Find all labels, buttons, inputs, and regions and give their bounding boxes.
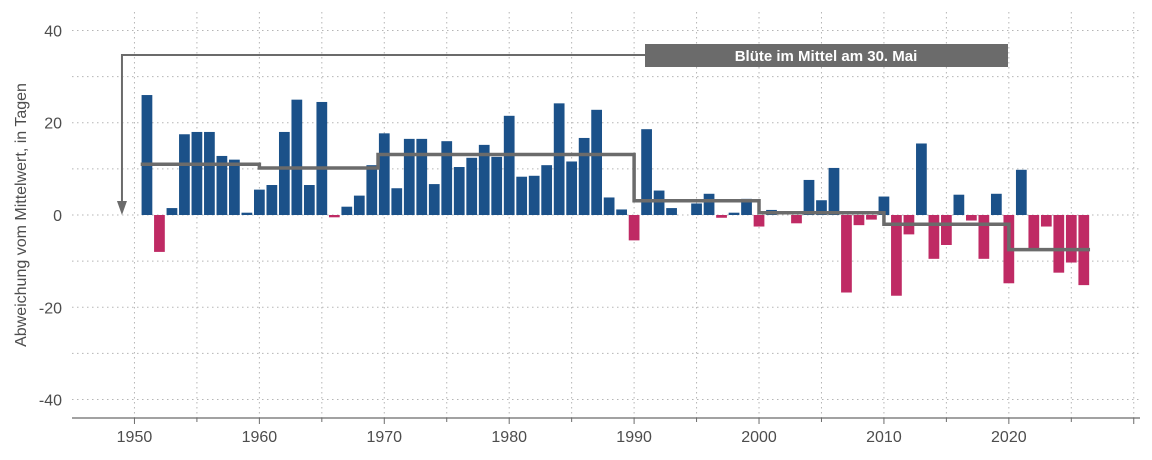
bar: [978, 215, 990, 259]
bar: [204, 131, 215, 215]
y-axis-label: Abweichung vom Mittelwert, in Tagen: [13, 83, 30, 347]
bar: [928, 215, 940, 259]
bar: [216, 155, 228, 215]
bar: [528, 175, 540, 215]
bar: [416, 138, 428, 215]
bar: [328, 215, 340, 218]
bar: [241, 212, 253, 215]
bar: [691, 203, 702, 215]
bar: [1015, 169, 1027, 215]
bar: [1040, 215, 1052, 227]
bar: [303, 185, 315, 215]
bar: [491, 156, 503, 215]
annotation-text: Blüte im Mittel am 30. Mai: [735, 48, 918, 65]
x-tick-label: 1950: [117, 429, 153, 446]
bar: [828, 167, 840, 215]
bar: [1028, 215, 1040, 250]
y-tick-label: 0: [53, 208, 62, 225]
bar: [853, 215, 865, 226]
bar: [866, 215, 877, 220]
bar: [191, 131, 203, 215]
y-tick-label: -20: [39, 300, 62, 317]
bar: [591, 109, 603, 215]
bar: [428, 184, 440, 215]
bars: [141, 95, 1090, 296]
axes: 1950 1960 1970 1980 1990 2000 2010 2020 40 20 0 -20…: [39, 23, 1140, 446]
period-mean-line: [140, 152, 1091, 252]
y-tick-label: 20: [44, 116, 62, 133]
x-tick-label: 1960: [242, 429, 278, 446]
bar: [403, 138, 415, 215]
bar: [341, 206, 353, 215]
y-tick-label: 40: [44, 23, 62, 40]
bar: [666, 208, 677, 215]
bar: [266, 185, 278, 215]
bar: [253, 189, 265, 215]
bar: [466, 157, 478, 215]
bar: [791, 215, 802, 224]
bar: [478, 144, 490, 215]
bar: [516, 176, 528, 215]
x-tick-label: 1990: [616, 429, 652, 446]
bar: [816, 200, 827, 215]
bar: [578, 137, 590, 215]
bar: [291, 99, 303, 215]
bar: [154, 215, 165, 252]
bar: [1053, 215, 1065, 273]
bar: [965, 215, 977, 221]
bar: [179, 134, 190, 215]
bar: [503, 115, 515, 215]
bar: [353, 195, 365, 215]
bar: [616, 209, 627, 215]
x-tick-label: 2010: [866, 429, 902, 446]
annotation-arrow: [120, 54, 645, 203]
bar: [753, 215, 765, 227]
bar: [441, 141, 453, 215]
bar: [366, 165, 378, 215]
bar: [891, 215, 902, 296]
bar: [141, 95, 153, 215]
y-tick-label: -40: [39, 393, 62, 410]
x-tick-label: 1980: [491, 429, 527, 446]
bar: [803, 179, 815, 215]
bar: [553, 103, 565, 215]
bar: [166, 208, 178, 215]
x-tick-label: 1970: [366, 429, 402, 446]
bar: [841, 215, 852, 293]
bar: [229, 159, 240, 215]
bar: [278, 131, 290, 215]
bar: [378, 133, 390, 215]
bar: [653, 190, 665, 215]
annotation-arrowhead: [116, 201, 127, 215]
bar: [728, 212, 740, 215]
bar: [703, 193, 715, 215]
bar: [541, 165, 553, 215]
bar: [603, 197, 615, 215]
bar: [641, 129, 652, 215]
bar: [566, 161, 578, 215]
annotation-box: [645, 44, 1008, 67]
annotation: Blüte im Mittel am 30. Mai: [116, 44, 1008, 215]
bar: [1065, 215, 1077, 263]
bar: [941, 215, 952, 245]
bar: [391, 188, 403, 215]
bar: [990, 193, 1002, 215]
bar: [916, 143, 927, 215]
x-tick-label: 2000: [741, 429, 777, 446]
period-means: [140, 152, 1091, 252]
bar: [628, 215, 640, 241]
bar: [716, 215, 727, 218]
bar: [878, 196, 890, 215]
x-tick-label: 2020: [991, 429, 1027, 446]
bar: [316, 101, 328, 215]
bar: [741, 198, 752, 215]
bar: [953, 194, 965, 215]
bar: [453, 167, 465, 215]
